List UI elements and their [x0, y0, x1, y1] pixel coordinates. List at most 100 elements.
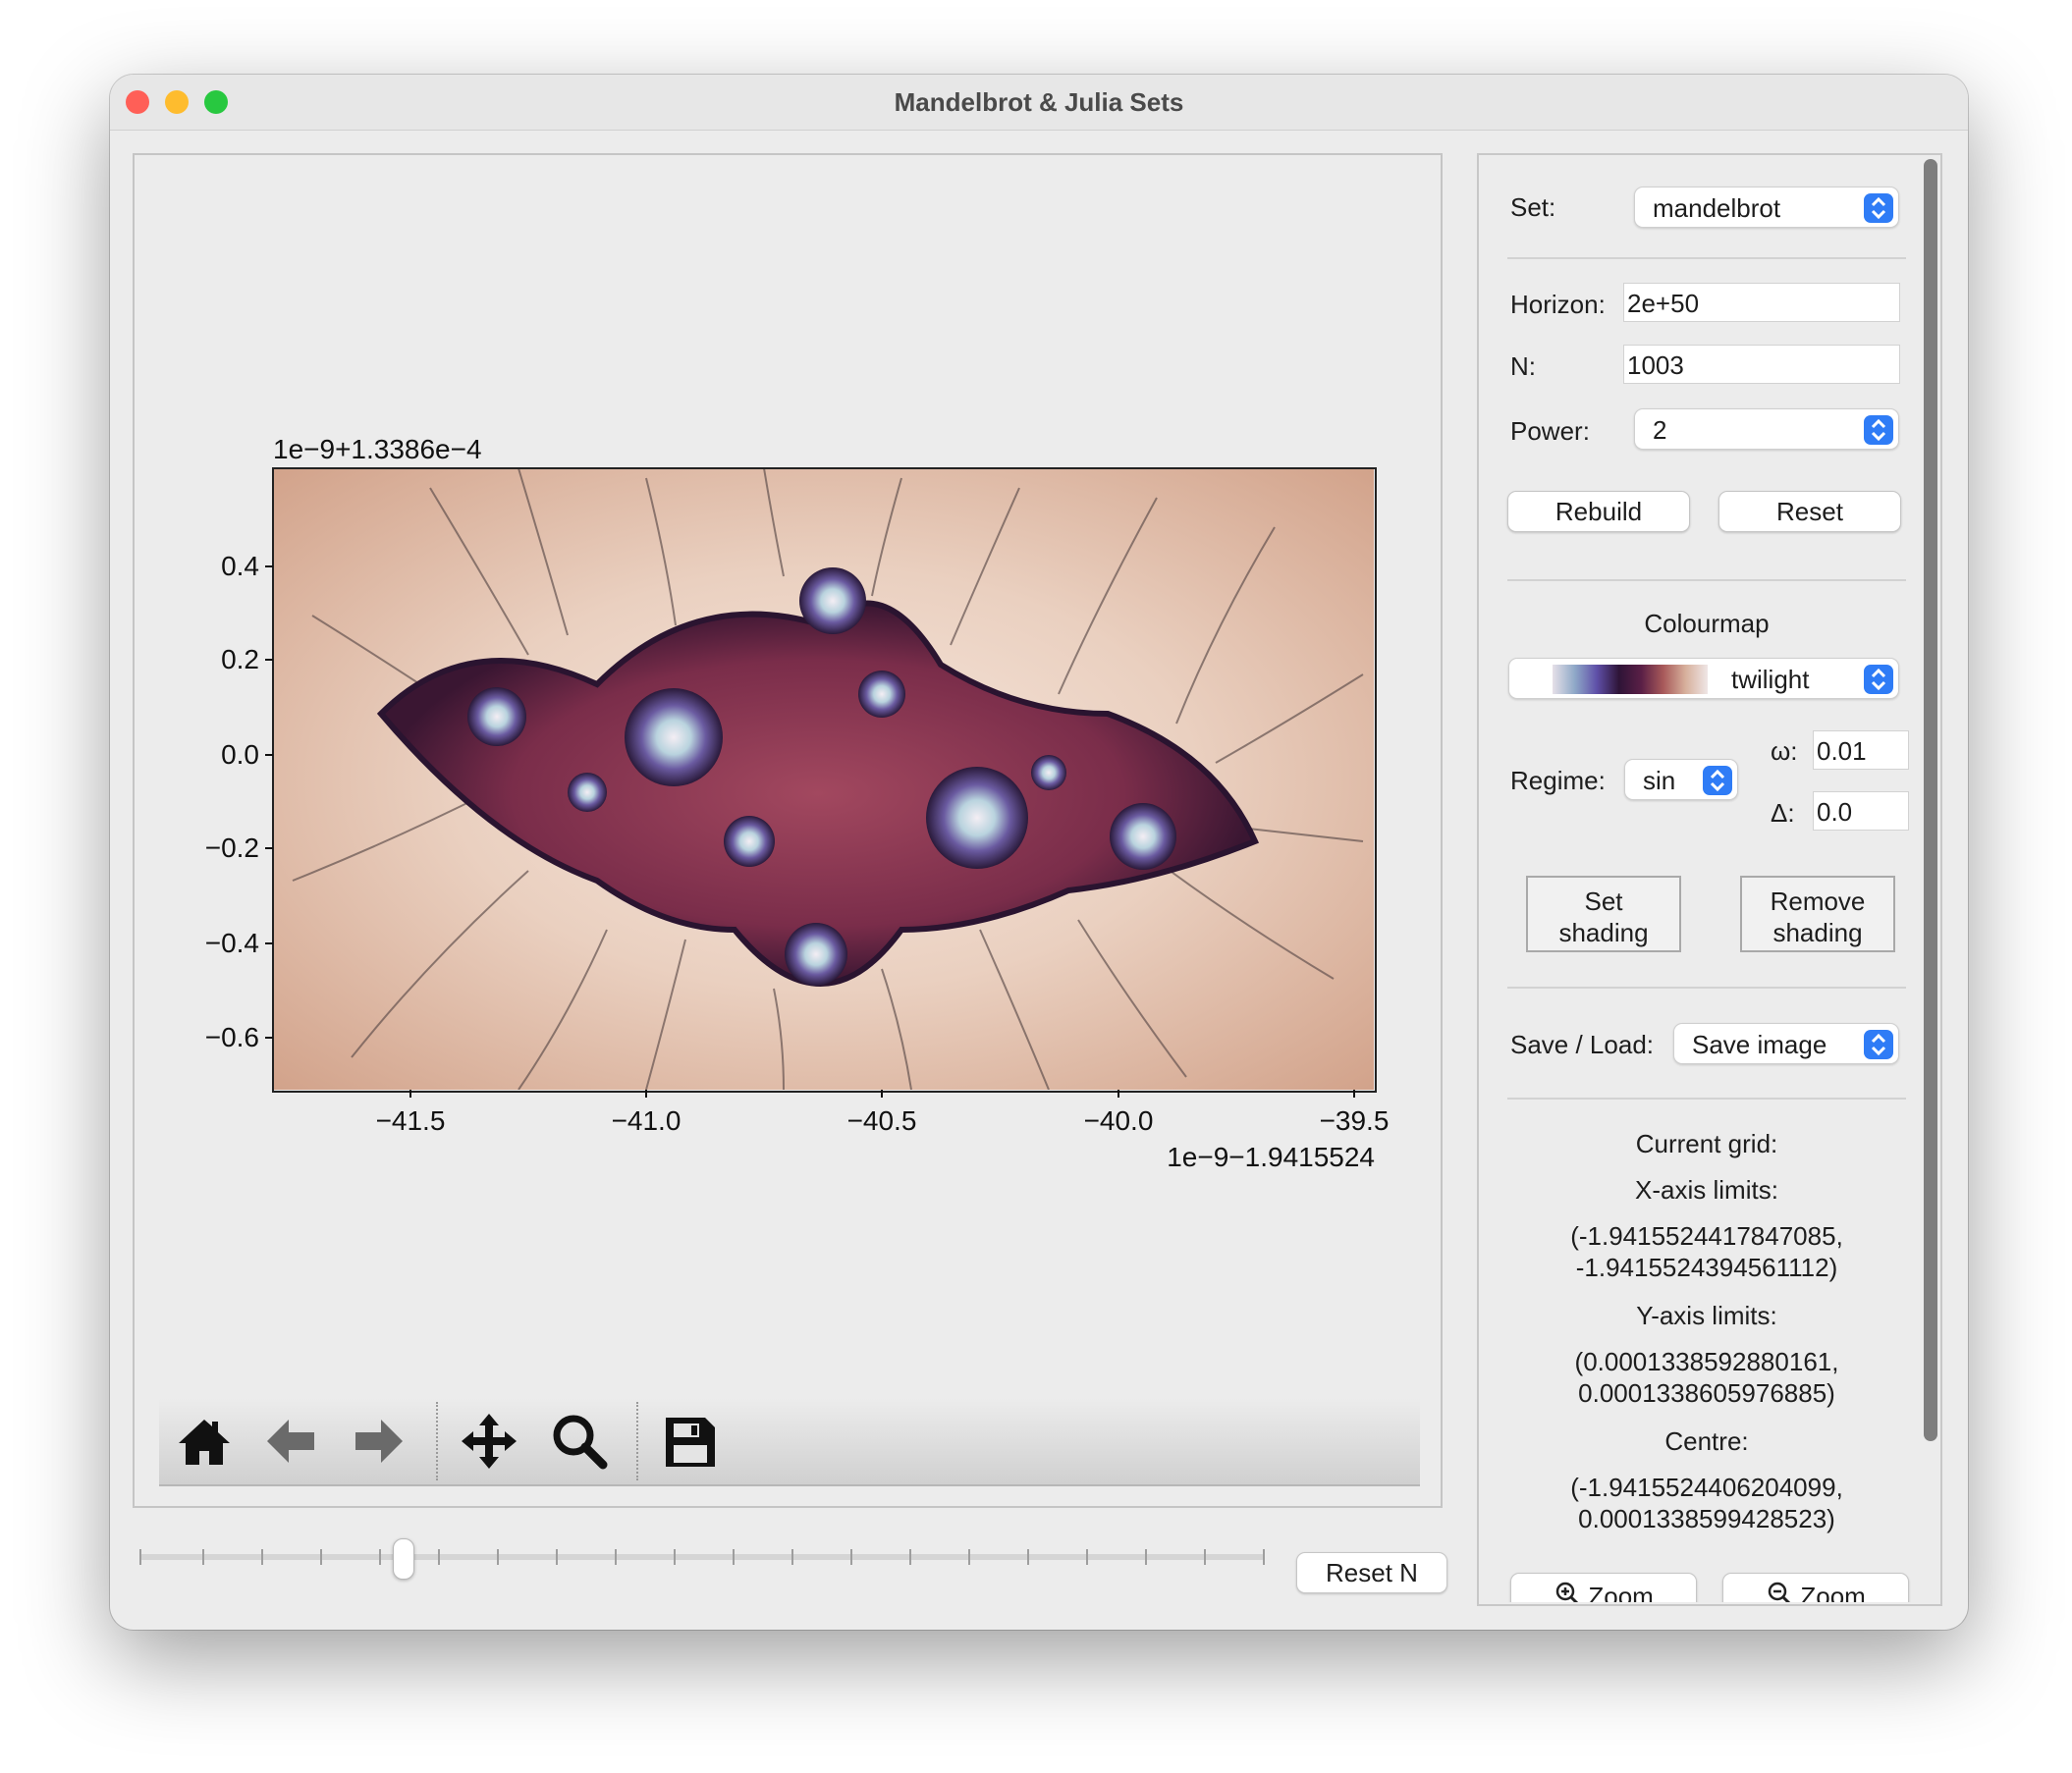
set-shading-label-line1: Set: [1584, 886, 1623, 916]
y-limits-label: Y-axis limits:: [1636, 1301, 1777, 1330]
y-limits-value-line2: 0.0001338605976885): [1578, 1378, 1835, 1408]
y-tick-label: −0.4: [204, 928, 259, 958]
horizon-input[interactable]: 2e+50: [1623, 283, 1900, 322]
n-slider-handle[interactable]: [393, 1538, 414, 1580]
x-limits-value-line2: -1.9415524394561112): [1575, 1253, 1838, 1282]
x-limits-label: X-axis limits:: [1635, 1175, 1778, 1205]
set-shading-label-line2: shading: [1558, 918, 1649, 947]
app-window: Mandelbrot & Julia Sets: [110, 75, 1968, 1630]
y-tick-mark: [265, 1037, 273, 1039]
slider-tick: [379, 1549, 381, 1565]
set-shading-button[interactable]: Set shading: [1526, 876, 1681, 952]
save-floppy-icon[interactable]: [660, 1412, 719, 1471]
slider-tick: [909, 1549, 911, 1565]
power-select[interactable]: 2: [1634, 408, 1899, 450]
fractal-image[interactable]: [272, 467, 1377, 1093]
slider-tick: [1086, 1549, 1088, 1565]
back-arrow-icon[interactable]: [261, 1412, 320, 1471]
x-tick-mark: [1118, 1090, 1119, 1098]
reset-n-button[interactable]: Reset N: [1296, 1552, 1447, 1593]
remove-shading-button[interactable]: Remove shading: [1740, 876, 1895, 952]
x-limits-value-line1: (-1.9415524417847085,: [1570, 1221, 1843, 1251]
title-bar: Mandelbrot & Julia Sets: [110, 75, 1968, 131]
y-offset-label: 1e−9+1.3386e−4: [273, 434, 482, 464]
y-tick-label: 0.0: [221, 739, 259, 770]
fractal-render: [273, 467, 1374, 1091]
chevron-updown-icon: [1864, 665, 1893, 694]
zoom-magnifier-icon[interactable]: [550, 1412, 609, 1471]
delta-input[interactable]: 0.0: [1813, 791, 1909, 831]
zoom-in-label: Zoom: [1588, 1582, 1654, 1602]
toolbar-separator: [436, 1402, 438, 1480]
close-button[interactable]: [126, 90, 149, 114]
slider-tick: [1204, 1549, 1206, 1565]
set-select-value: mandelbrot: [1653, 193, 1781, 223]
chevron-updown-icon: [1703, 766, 1732, 795]
slider-tick: [497, 1549, 499, 1565]
y-tick-mark: [265, 565, 273, 567]
toolbar-separator: [636, 1402, 638, 1480]
slider-tick: [1263, 1549, 1265, 1565]
pan-move-icon[interactable]: [460, 1412, 518, 1471]
navigation-toolbar: [159, 1398, 1420, 1486]
y-tick-label: −0.2: [204, 833, 259, 863]
chevron-updown-icon: [1864, 193, 1893, 223]
power-label: Power:: [1510, 416, 1590, 446]
slider-tick: [733, 1549, 735, 1565]
slider-tick: [438, 1549, 440, 1565]
sidebar-scrollbar[interactable]: [1924, 159, 1937, 1441]
y-tick-mark: [265, 847, 273, 849]
x-tick-mark: [645, 1090, 647, 1098]
centre-value-line1: (-1.9415524406204099,: [1570, 1473, 1843, 1502]
n-input[interactable]: 1003: [1623, 345, 1900, 384]
slider-tick: [615, 1549, 617, 1565]
divider: [1507, 257, 1906, 259]
colourmap-select-value: twilight: [1731, 665, 1810, 694]
forward-arrow-icon[interactable]: [350, 1412, 409, 1471]
divider: [1507, 1098, 1906, 1100]
save-load-select[interactable]: Save image: [1673, 1023, 1899, 1064]
x-tick-mark: [1353, 1090, 1355, 1098]
x-tick-label: −41.5: [375, 1105, 446, 1136]
n-slider-track[interactable]: [139, 1554, 1265, 1560]
reset-button[interactable]: Reset: [1718, 491, 1901, 532]
zoom-buttons-row: Zoom Zoom: [1477, 1561, 1929, 1602]
home-icon[interactable]: [175, 1412, 234, 1471]
x-tick-label: −40.0: [1083, 1105, 1154, 1136]
omega-input[interactable]: 0.01: [1813, 730, 1909, 770]
current-grid-label: Current grid:: [1635, 1129, 1778, 1158]
window-title: Mandelbrot & Julia Sets: [894, 87, 1184, 117]
y-tick-mark: [265, 754, 273, 756]
save-load-select-value: Save image: [1692, 1030, 1827, 1059]
slider-tick: [791, 1549, 793, 1565]
centre-value-line2: 0.0001338599428523): [1578, 1504, 1835, 1533]
divider: [1507, 987, 1906, 989]
chevron-updown-icon: [1864, 415, 1893, 445]
minimize-button[interactable]: [165, 90, 189, 114]
zoom-in-button[interactable]: Zoom: [1510, 1573, 1697, 1602]
set-label: Set:: [1510, 192, 1556, 222]
x-tick-label: −40.5: [846, 1105, 917, 1136]
save-load-label: Save / Load:: [1510, 1030, 1654, 1059]
maximize-button[interactable]: [204, 90, 228, 114]
colourmap-select[interactable]: twilight: [1508, 658, 1899, 699]
slider-tick: [261, 1549, 263, 1565]
y-tick-label: −0.6: [204, 1022, 259, 1052]
zoom-out-icon: [1766, 1580, 1793, 1602]
regime-label: Regime:: [1510, 766, 1606, 795]
axes-frame: [272, 467, 1377, 1093]
zoom-out-button[interactable]: Zoom: [1722, 1573, 1909, 1602]
delta-label: Δ:: [1771, 798, 1795, 828]
divider: [1507, 579, 1906, 581]
x-tick-mark: [881, 1090, 883, 1098]
slider-tick: [1027, 1549, 1029, 1565]
slider-tick: [320, 1549, 322, 1565]
rebuild-button[interactable]: Rebuild: [1507, 491, 1690, 532]
slider-tick: [556, 1549, 558, 1565]
remove-shading-label-line2: shading: [1772, 918, 1863, 947]
remove-shading-label-line1: Remove: [1770, 886, 1866, 916]
set-select[interactable]: mandelbrot: [1634, 187, 1899, 228]
chevron-updown-icon: [1864, 1030, 1893, 1059]
regime-select[interactable]: sin: [1624, 759, 1738, 800]
zoom-out-label: Zoom: [1800, 1582, 1866, 1602]
